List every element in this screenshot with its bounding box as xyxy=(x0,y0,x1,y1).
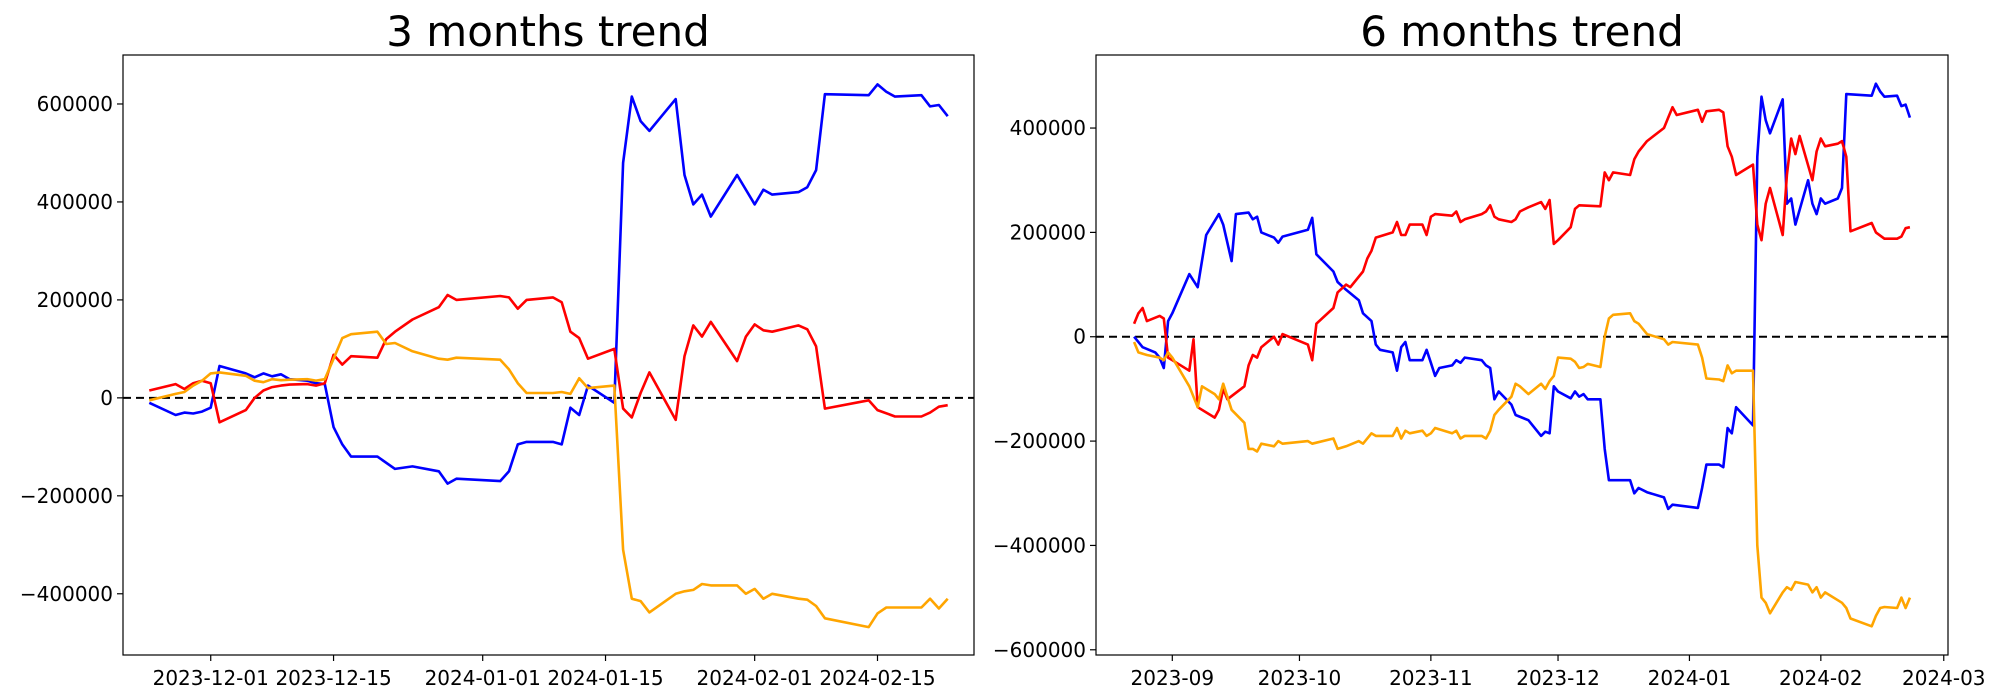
y-tick-label: −600000 xyxy=(993,638,1086,662)
x-tick-label: 2024-01-01 xyxy=(425,666,541,690)
x-axis: 2023-12-01 2023-12-15 2024-01-01 2024-01-15… xyxy=(153,655,936,690)
y-tick-label: −200000 xyxy=(20,484,113,508)
y-tick-label: 200000 xyxy=(1010,220,1086,244)
plot-area xyxy=(1095,54,1949,656)
chart-3-months-trend: 3 months trend −400000 −200000 0 200000 4000… xyxy=(20,7,975,690)
x-tick-label: 2024-01-15 xyxy=(547,666,663,690)
series-line-red xyxy=(148,293,948,424)
x-tick-label: 2024-03 xyxy=(1902,666,1986,690)
x-tick-label: 2023-10 xyxy=(1258,666,1342,690)
x-tick-label: 2024-02-01 xyxy=(697,666,813,690)
series-line-orange xyxy=(1132,312,1912,628)
chart-title: 3 months trend xyxy=(386,7,710,56)
x-tick-label: 2023-12-15 xyxy=(275,666,391,690)
y-tick-label: −200000 xyxy=(993,429,1086,453)
y-tick-label: 400000 xyxy=(37,190,113,214)
series-layer xyxy=(1096,82,1948,628)
y-tick-label: −400000 xyxy=(20,582,113,606)
x-axis: 2023-09 2023-10 2023-11 2023-12 2024-01 2024-… xyxy=(1131,655,1986,690)
plot-area xyxy=(122,54,975,656)
series-line-red xyxy=(1132,105,1911,419)
x-tick-label: 2023-09 xyxy=(1131,666,1215,690)
y-tick-label: 600000 xyxy=(37,92,113,116)
series-line-blue xyxy=(1133,82,1912,511)
series-line-orange xyxy=(148,330,949,629)
x-tick-label: 2024-02 xyxy=(1779,666,1863,690)
chart-6-months-trend: 6 months trend −600000 −400000 −200000 0 200… xyxy=(993,7,1986,690)
y-axis: −400000 −200000 0 200000 400000 600000 xyxy=(20,92,123,606)
x-tick-label: 2023-12 xyxy=(1516,666,1600,690)
chart-title: 6 months trend xyxy=(1360,7,1684,56)
x-tick-label: 2023-12-01 xyxy=(153,666,269,690)
x-tick-label: 2023-11 xyxy=(1389,666,1473,690)
y-tick-label: 400000 xyxy=(1010,116,1086,140)
y-tick-label: −400000 xyxy=(993,533,1086,557)
x-tick-label: 2024-01 xyxy=(1648,666,1732,690)
y-axis: −600000 −400000 −200000 0 200000 400000 xyxy=(993,116,1096,662)
y-tick-label: 0 xyxy=(1073,325,1086,349)
y-tick-label: 200000 xyxy=(37,288,113,312)
x-tick-label: 2024-02-15 xyxy=(819,666,935,690)
series-line-blue xyxy=(148,83,949,485)
y-tick-label: 0 xyxy=(100,386,113,410)
series-layer xyxy=(123,83,974,629)
